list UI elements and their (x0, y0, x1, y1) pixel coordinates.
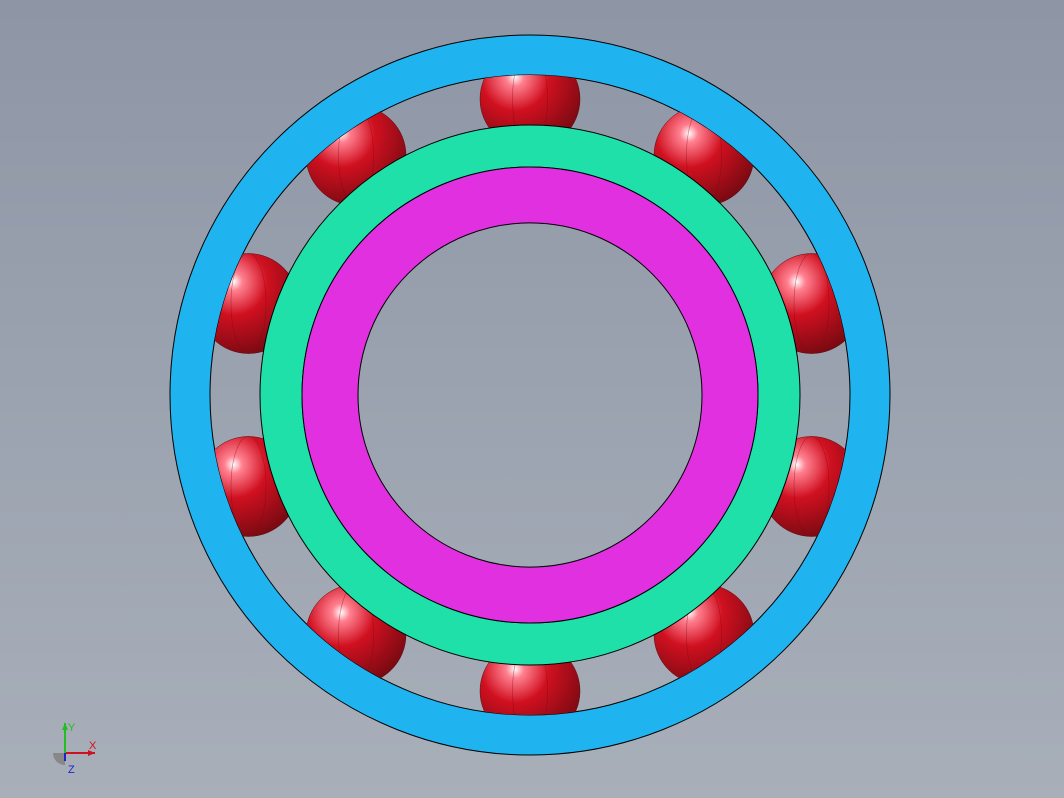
axis-label-z: Z (68, 764, 75, 776)
axis-origin (53, 753, 65, 765)
axis-indicator: X Y Z (30, 708, 100, 778)
axis-label-x: X (89, 740, 97, 752)
axis-label-y: Y (68, 722, 76, 734)
bearing-assembly (0, 0, 1064, 798)
cad-viewport[interactable]: X Y Z (0, 0, 1064, 798)
